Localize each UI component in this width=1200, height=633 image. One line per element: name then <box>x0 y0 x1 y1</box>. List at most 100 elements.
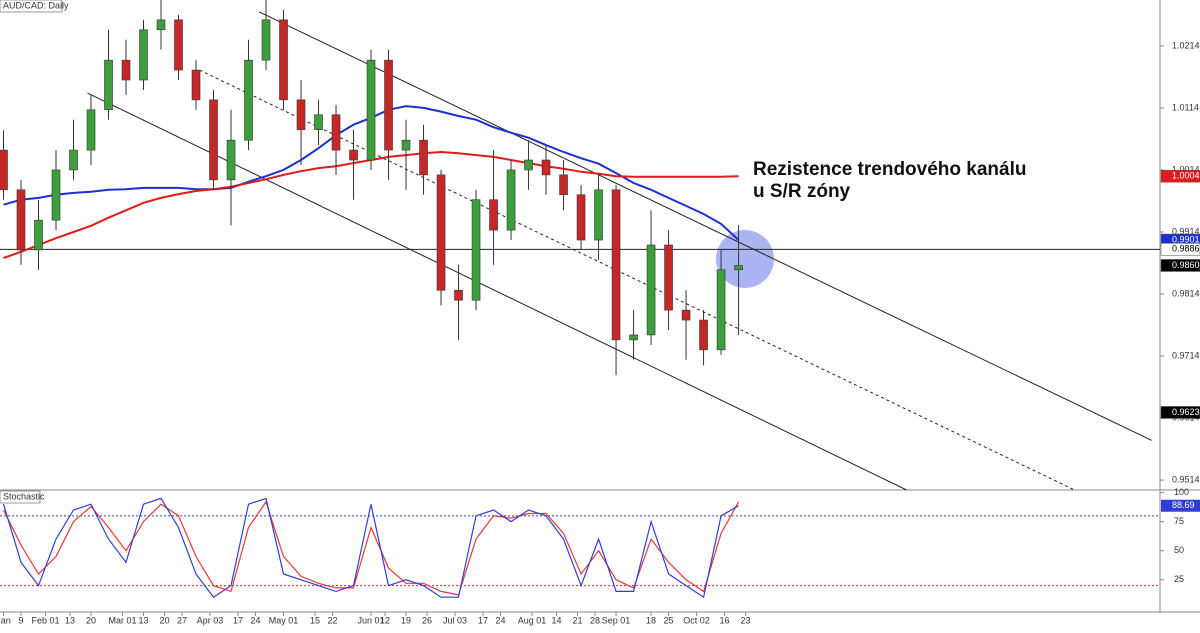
price-tag <box>1160 259 1200 272</box>
candle-body <box>34 219 43 251</box>
price-tag-label: 0.9901 <box>1172 234 1200 244</box>
candle-body <box>139 29 148 81</box>
x-tick-label: Jan <box>0 615 11 625</box>
candle-body <box>191 69 201 101</box>
trendline <box>87 92 907 491</box>
x-tick-label: Oct 02 <box>683 615 710 625</box>
y-tick-label: 0.9514 <box>1172 474 1200 484</box>
candle-body <box>0 149 8 191</box>
x-tick-label: 14 <box>552 615 562 625</box>
candle-body <box>104 59 113 111</box>
y-tick-label: 50 <box>1174 545 1184 555</box>
x-tick-label: 18 <box>646 615 656 625</box>
trendline <box>258 11 1152 441</box>
x-tick-label: 9 <box>18 615 23 625</box>
candle-body <box>419 139 428 176</box>
y-tick-label: 1.0214 <box>1172 40 1200 50</box>
value-tag <box>1161 499 1200 512</box>
price-tag-label: 0.9623 <box>1172 407 1200 417</box>
candle-body <box>681 309 691 321</box>
candle-body <box>296 99 306 130</box>
x-tick-label: May 01 <box>269 615 299 625</box>
x-tick-label: 23 <box>741 615 751 625</box>
x-tick-label: 12 <box>380 615 390 625</box>
candle-body <box>244 59 253 141</box>
x-tick-label: Jul 03 <box>443 615 467 625</box>
candle-body <box>384 59 393 151</box>
candle-body <box>664 244 673 311</box>
x-tick-label: 22 <box>328 615 338 625</box>
candle-body <box>471 199 481 301</box>
price-tag-label: 1.0004 <box>1172 171 1200 181</box>
title-box <box>0 0 63 13</box>
candle-body <box>594 189 603 241</box>
x-tick-label: 16 <box>720 615 730 625</box>
candle-body <box>436 174 446 291</box>
annotation: Rezistence trendového kanálu <box>753 159 1026 180</box>
candle-body <box>366 59 376 161</box>
price-tag <box>1160 406 1200 419</box>
candle-body <box>489 199 498 231</box>
candle-body <box>559 174 568 196</box>
y-tick-label: 0.9714 <box>1172 350 1200 360</box>
candle-body <box>331 114 341 151</box>
y-tick-label: 75 <box>1174 516 1184 526</box>
x-tick-label: 24 <box>251 615 261 625</box>
x-tick-label: Jun 01 <box>358 615 385 625</box>
x-tick-label: 28 <box>590 615 600 625</box>
y-tick-label: 100 <box>1174 487 1189 497</box>
x-tick-label: Apr 03 <box>197 615 224 625</box>
x-tick-label: 13 <box>139 615 149 625</box>
value-tag-label: 88.69 <box>1172 500 1195 510</box>
candle-body <box>261 19 271 61</box>
x-tick-label: 13 <box>65 615 75 625</box>
candle-body <box>349 149 358 161</box>
x-tick-label: 24 <box>496 615 506 625</box>
candle-body <box>611 189 621 341</box>
candle-body <box>646 244 656 336</box>
candle-body <box>51 169 61 221</box>
x-tick-label: 27 <box>177 615 187 625</box>
price-tag <box>1160 243 1200 256</box>
candle-body <box>506 169 516 231</box>
x-tick-label: 17 <box>233 615 243 625</box>
candle-body <box>279 19 288 101</box>
candle-body <box>576 194 586 241</box>
candle-body <box>716 269 726 351</box>
y-tick-label: 25 <box>1174 574 1184 584</box>
candle-body <box>401 139 411 151</box>
price-tag-label: 0.9886 <box>1172 244 1200 254</box>
x-tick-label: 19 <box>401 615 411 625</box>
x-tick-label: 21 <box>573 615 583 625</box>
candle-body <box>86 109 96 151</box>
x-tick-label: 25 <box>664 615 674 625</box>
candle-body <box>524 159 533 171</box>
highlight-circle <box>716 230 774 288</box>
x-tick-label: 20 <box>86 615 96 625</box>
x-tick-label: 20 <box>160 615 170 625</box>
x-tick-label: Aug 01 <box>518 615 547 625</box>
panel-title-box <box>0 490 41 504</box>
y-tick-label: 0.9914 <box>1172 226 1200 236</box>
chart-title: AUD/CAD: Daily <box>3 0 69 10</box>
x-tick-label: 15 <box>310 615 320 625</box>
candle-body <box>226 139 236 181</box>
candle-body <box>734 265 743 271</box>
candle-body <box>69 149 78 171</box>
candle-body <box>541 159 551 176</box>
price-tag <box>1160 169 1200 183</box>
x-tick-label: Sep 01 <box>602 615 631 625</box>
y-tick-label: 1.0114 <box>1172 102 1199 112</box>
candle-body <box>121 59 131 81</box>
stochastic-line <box>2 497 739 599</box>
candle-body <box>156 19 166 31</box>
y-tick-label: 0.9814 <box>1172 288 1200 298</box>
candle-body <box>314 114 323 130</box>
x-tick-label: 26 <box>422 615 432 625</box>
candle-body <box>629 334 638 341</box>
stochastic-line <box>2 500 740 596</box>
annotation: u S/R zóny <box>753 181 851 202</box>
candle-body <box>209 99 218 181</box>
